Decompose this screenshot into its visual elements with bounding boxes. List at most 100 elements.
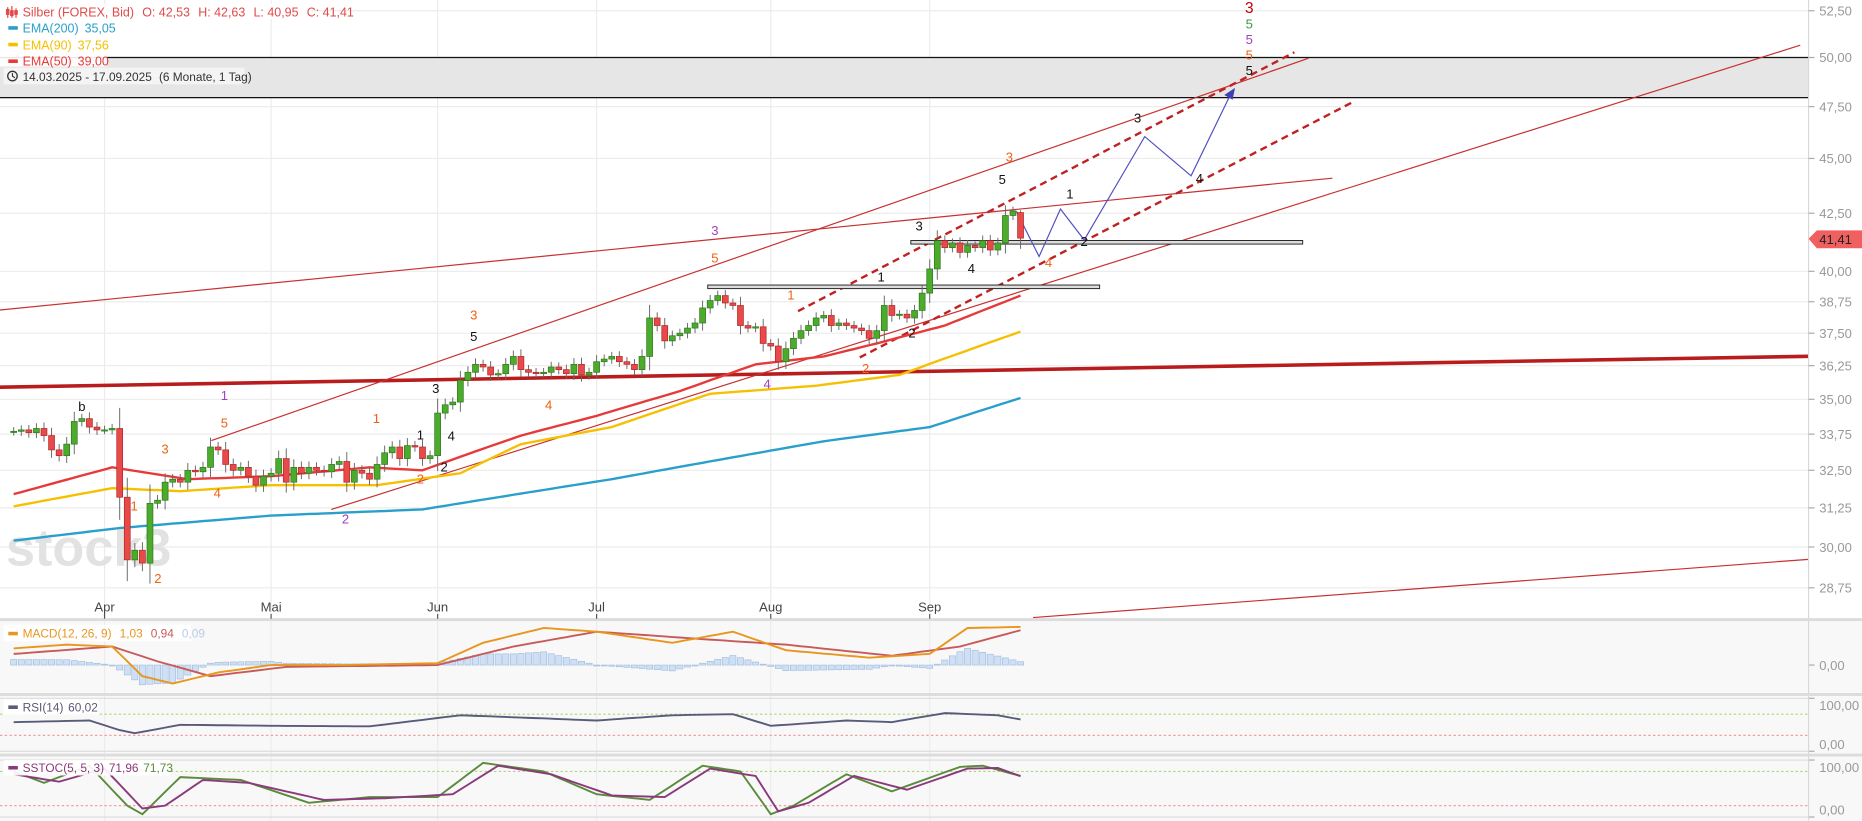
macd-histogram-bar xyxy=(684,664,691,668)
macd-histogram-bar xyxy=(578,660,585,666)
macd-histogram-bar xyxy=(896,664,903,667)
sstoc-plot: 100,00 0,00 xyxy=(0,759,1859,818)
rsi-plot: 100,00 0,00 xyxy=(0,697,1859,752)
macd-legend: MACD(12, 26, 9) 1,03 0,94 0,09 xyxy=(3,624,206,642)
macd-signal-line xyxy=(13,629,1021,678)
macd-histogram-bar xyxy=(615,664,623,668)
macd-histogram-bar xyxy=(532,652,540,666)
price-marker-label: 41,41 xyxy=(1819,232,1852,247)
pane-separator-sstoc[interactable] xyxy=(0,753,1862,757)
candle-up xyxy=(835,322,843,326)
wave-label: 5 xyxy=(221,416,228,431)
price-tick-label: 28,75 xyxy=(1819,581,1852,596)
price-marker: 41,41 xyxy=(1808,230,1862,249)
price-marker-shape xyxy=(1808,230,1862,249)
candle-up xyxy=(449,401,457,406)
candle-up xyxy=(381,452,388,465)
candle-down xyxy=(252,475,260,486)
macd-histogram-bar xyxy=(562,657,570,666)
candle-down xyxy=(222,449,229,465)
macd-histogram-bar xyxy=(865,664,873,670)
ema50-swatch xyxy=(8,59,18,63)
candle-up xyxy=(161,481,169,501)
macd-histogram-bar xyxy=(744,659,752,666)
macd-histogram-bar xyxy=(48,659,55,666)
wave-label: 3 xyxy=(1134,110,1141,125)
macd-histogram-bar xyxy=(192,664,199,672)
range-box[interactable] xyxy=(3,67,245,85)
macd-histogram-bar xyxy=(820,664,828,671)
legend-rsi: RSI(14) 60,02 xyxy=(23,700,98,714)
macd-histogram-bar xyxy=(638,664,646,669)
wave-label: 1 xyxy=(417,427,424,442)
legend-bg xyxy=(3,699,99,715)
pane-separator-macd[interactable] xyxy=(0,618,1862,622)
macd-histogram-bar xyxy=(154,664,161,684)
candle-down xyxy=(850,325,858,329)
wave-label: 2 xyxy=(862,361,869,376)
macd-histogram-bar xyxy=(676,664,684,670)
legend-macd: MACD(12, 26, 9) 1,03 0,94 0,09 xyxy=(23,627,206,641)
candle-up xyxy=(812,317,820,326)
macd-histogram-bar xyxy=(555,655,563,666)
wave-label: 3 xyxy=(470,307,477,322)
candles-icon xyxy=(5,5,18,18)
rsi-rsi-line xyxy=(13,712,1021,735)
candle-down xyxy=(555,366,563,370)
candle-up xyxy=(146,502,154,564)
candle-up xyxy=(33,428,40,434)
wave-label: 1 xyxy=(877,269,884,284)
macd-histogram-bar xyxy=(123,664,131,676)
macd-histogram-bar xyxy=(850,664,858,670)
macd-histogram-bar xyxy=(260,661,267,666)
wave-label: 4 xyxy=(545,398,552,413)
candle-up xyxy=(404,445,411,459)
macd-histogram-bar xyxy=(108,664,116,667)
ema90-swatch xyxy=(8,42,18,47)
candle-up xyxy=(199,467,207,473)
pane-separator-rsi[interactable] xyxy=(0,692,1862,696)
macd-histogram-bar xyxy=(964,648,971,666)
wave-label: 4 xyxy=(448,429,455,444)
candle-down xyxy=(40,428,48,436)
macd-histogram-bar xyxy=(949,655,956,666)
macd-histogram-bar xyxy=(941,659,949,666)
macd-histogram-bar xyxy=(797,664,805,671)
macd-histogram-bar xyxy=(888,664,896,667)
macd-histogram-bar xyxy=(699,662,706,666)
wave-label: 3 xyxy=(1006,150,1013,165)
dashed-channel-upper xyxy=(797,51,1295,313)
candle-down xyxy=(827,315,835,326)
range-label: 14.03.2025 - 17.09.2025 (6 Monate, 1 Tag) xyxy=(23,70,252,84)
candle-down xyxy=(971,244,979,249)
macd-histogram-bar xyxy=(767,664,775,667)
candle-down xyxy=(653,317,661,326)
candle-up xyxy=(540,371,547,374)
candle-down xyxy=(744,325,752,329)
pane-separators[interactable] xyxy=(0,618,1862,757)
macd-histogram-bar xyxy=(729,655,737,666)
trend-lines xyxy=(0,44,1809,619)
candle-down xyxy=(396,446,404,459)
candle-up xyxy=(547,366,555,373)
candle-down xyxy=(48,435,55,451)
candle-down xyxy=(86,418,93,428)
month-label: Sep xyxy=(918,600,941,615)
legend-ema50: EMA(50) 39,00 xyxy=(23,54,109,68)
macd-histogram-bar xyxy=(873,664,881,669)
resistance-band xyxy=(0,56,1809,99)
trendline xyxy=(0,177,1333,311)
price-tick-label: 40,00 xyxy=(1819,264,1852,279)
candle-up xyxy=(684,327,691,334)
candle-down xyxy=(865,330,873,339)
price-tick-label: 35,00 xyxy=(1819,392,1852,407)
dashed-channel-lower xyxy=(859,99,1356,359)
ema200-line xyxy=(13,396,1021,542)
candle-down xyxy=(578,363,585,376)
candle-up xyxy=(933,240,941,270)
candle-down xyxy=(843,322,850,326)
candle-up xyxy=(154,499,161,504)
legend-bg xyxy=(0,3,312,20)
candle-down xyxy=(623,361,631,365)
